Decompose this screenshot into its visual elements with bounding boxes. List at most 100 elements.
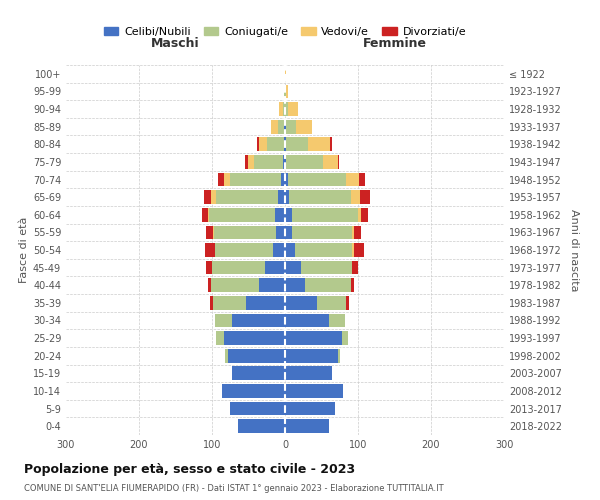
Bar	[224, 172, 230, 186]
Bar	[285, 331, 342, 345]
Bar	[284, 138, 285, 151]
Bar	[284, 84, 285, 98]
Bar	[257, 138, 259, 151]
Bar	[317, 296, 346, 310]
Bar	[281, 172, 285, 186]
Bar	[268, 138, 284, 151]
Bar	[259, 138, 268, 151]
Bar	[285, 296, 317, 310]
Bar	[361, 208, 368, 222]
Bar	[285, 208, 292, 222]
Bar	[248, 155, 254, 169]
Bar	[292, 208, 358, 222]
Bar	[259, 278, 285, 292]
Text: COMUNE DI SANT'ELIA FIUMERAPIDO (FR) - Dati ISTAT 1° gennaio 2023 - Elaborazione: COMUNE DI SANT'ELIA FIUMERAPIDO (FR) - D…	[24, 484, 443, 493]
Bar	[247, 296, 285, 310]
Bar	[224, 331, 285, 345]
Bar	[285, 402, 335, 415]
Bar	[271, 120, 278, 134]
Bar	[275, 208, 285, 222]
Bar	[204, 190, 211, 204]
Bar	[285, 260, 301, 274]
Y-axis label: Anni di nascita: Anni di nascita	[569, 209, 579, 291]
Bar	[285, 384, 343, 398]
Bar	[301, 260, 352, 274]
Bar	[285, 102, 288, 116]
Bar	[285, 420, 329, 433]
Bar	[245, 155, 248, 169]
Bar	[286, 138, 308, 151]
Bar	[283, 102, 285, 116]
Bar	[217, 331, 224, 345]
Bar	[353, 243, 364, 257]
Bar	[285, 67, 286, 80]
Bar	[285, 190, 289, 204]
Bar	[211, 278, 259, 292]
Bar	[342, 331, 348, 345]
Bar	[279, 102, 283, 116]
Bar	[288, 102, 298, 116]
Bar	[288, 172, 346, 186]
Bar	[338, 155, 339, 169]
Bar	[276, 226, 285, 239]
Bar	[286, 155, 323, 169]
Text: Femmine: Femmine	[362, 37, 427, 50]
Text: Maschi: Maschi	[151, 37, 200, 50]
Bar	[215, 314, 232, 328]
Bar	[208, 278, 211, 292]
Bar	[202, 208, 208, 222]
Bar	[215, 190, 278, 204]
Bar	[285, 366, 332, 380]
Bar	[274, 243, 285, 257]
Bar	[359, 172, 365, 186]
Bar	[278, 190, 285, 204]
Bar	[210, 296, 213, 310]
Bar	[352, 190, 360, 204]
Bar	[285, 278, 305, 292]
Bar	[286, 120, 296, 134]
Bar	[254, 155, 283, 169]
Bar	[285, 155, 286, 169]
Bar	[212, 260, 265, 274]
Bar	[289, 190, 352, 204]
Bar	[208, 208, 209, 222]
Bar	[295, 243, 352, 257]
Bar	[308, 138, 330, 151]
Bar	[286, 84, 288, 98]
Bar	[352, 243, 353, 257]
Bar	[232, 366, 285, 380]
Bar	[346, 172, 359, 186]
Bar	[285, 84, 286, 98]
Y-axis label: Fasce di età: Fasce di età	[19, 217, 29, 283]
Bar	[323, 155, 338, 169]
Bar	[238, 420, 285, 433]
Bar	[352, 226, 353, 239]
Bar	[284, 120, 285, 134]
Bar	[232, 314, 285, 328]
Bar	[350, 278, 353, 292]
Bar	[346, 296, 349, 310]
Bar	[230, 172, 281, 186]
Bar	[353, 226, 361, 239]
Bar	[292, 226, 352, 239]
Bar	[230, 402, 285, 415]
Bar	[206, 260, 212, 274]
Bar	[209, 208, 275, 222]
Bar	[222, 384, 285, 398]
Bar	[285, 138, 286, 151]
Bar	[213, 296, 247, 310]
Bar	[338, 349, 340, 362]
Bar	[278, 120, 284, 134]
Bar	[205, 243, 215, 257]
Bar	[214, 226, 276, 239]
Bar	[283, 155, 285, 169]
Bar	[218, 172, 224, 186]
Bar	[352, 260, 358, 274]
Bar	[285, 226, 292, 239]
Bar	[305, 278, 350, 292]
Bar	[285, 172, 288, 186]
Bar	[285, 243, 295, 257]
Bar	[360, 190, 370, 204]
Bar	[358, 208, 361, 222]
Bar	[228, 349, 285, 362]
